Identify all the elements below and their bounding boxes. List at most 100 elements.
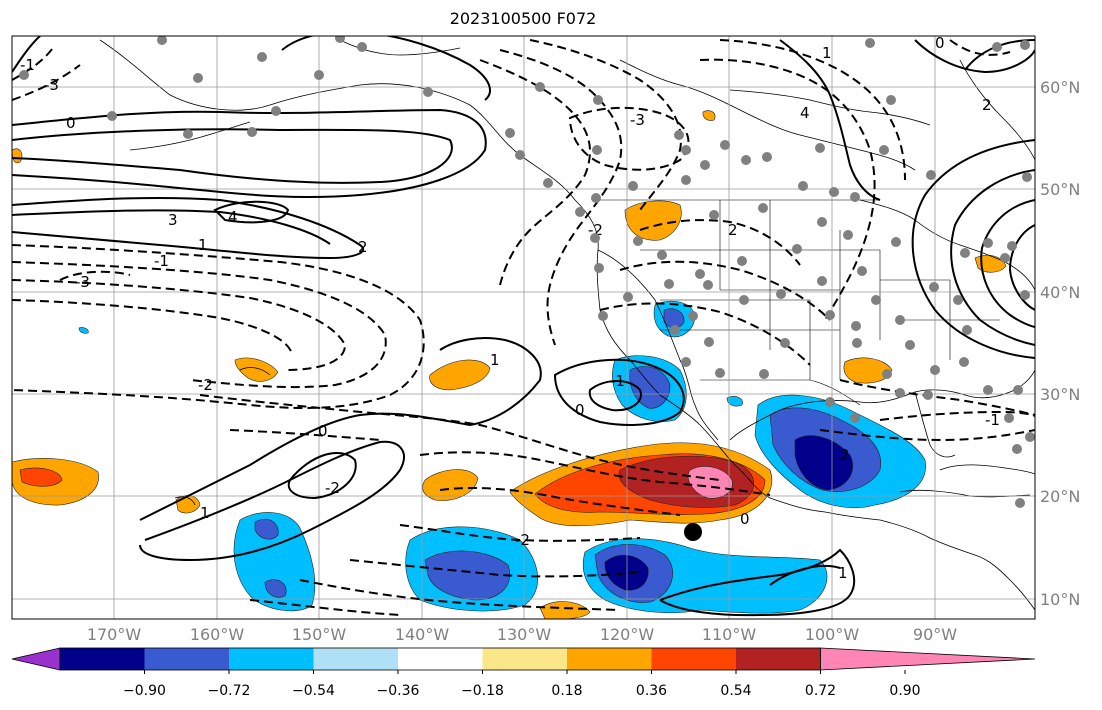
colorbar-tick-label: −0.36 [377,683,420,699]
longitude-label: 90°W [913,625,957,644]
contour-label: 1 [838,564,848,582]
station-dot [633,236,643,246]
station-dot [891,237,901,247]
shaded-fields [12,110,1007,619]
contour-label: 2 [840,446,850,464]
station-dot [1020,290,1030,300]
station-dot [992,42,1002,52]
contour-label: 0 [740,510,750,528]
station-dot [737,256,747,266]
station-dot [1000,253,1010,263]
station-dot [959,357,969,367]
station-dot [594,263,604,273]
colorbar-cell [482,648,568,670]
station-dot [681,357,691,367]
station-dot [983,385,993,395]
station-dot [157,36,167,45]
station-dot [19,70,29,80]
station-dot [895,315,905,325]
colorbar-tick-label: 0.90 [889,683,920,699]
latitude-label: 30°N [1040,385,1080,404]
latitude-label: 40°N [1040,283,1080,302]
contour-label: 2 [982,96,992,114]
station-dot [871,295,881,305]
station-dot [357,42,367,52]
colorbar-tick-label: 0.54 [720,683,751,699]
colorbar-tick-label: 0.72 [805,683,836,699]
colorbar-tick-label: 0.36 [636,683,667,699]
contour-label: 2 [728,221,738,239]
longitude-label: 110°W [702,625,757,644]
station-dot [741,155,751,165]
station-dot [817,276,827,286]
station-dot [704,337,714,347]
contour-label: 1 [822,44,832,62]
station-dot [905,340,915,350]
contour-label: -3 [630,111,645,129]
station-dot [930,365,940,375]
contour-label: 1 [490,351,500,369]
contour-label: 0 [66,114,76,132]
colorbar-tick-label: −0.54 [292,683,335,699]
station-dot [505,128,515,138]
station-dot [628,181,638,191]
station-dot [886,95,896,105]
longitude-label: 100°W [805,625,860,644]
station-dot [1007,241,1017,251]
station-dot [709,210,719,220]
station-dots [19,36,1035,508]
map-title: 2023100500 F072 [449,9,597,28]
longitude-label: 170°W [87,625,142,644]
latitude-label: 60°N [1040,78,1080,97]
station-dot [715,368,725,378]
station-dot [929,282,939,292]
station-dot [535,82,545,92]
station-dot [776,289,786,299]
contour-label: 0 [575,401,585,419]
storm-center-marker [684,523,702,541]
contour-label: -1 [20,56,35,74]
station-dot [183,129,193,139]
colorbar-tick-label: −0.18 [461,683,504,699]
station-dot [575,207,585,217]
latitude-axis: 60°N 50°N 40°N 30°N 20°N 10°N [1040,78,1080,609]
contour-label: -3 [44,76,59,94]
contours-positive [12,36,1035,617]
station-dot [825,310,835,320]
contour-label: 1 [198,236,208,254]
colorbar-cell [229,648,314,670]
latitude-label: 20°N [1040,487,1080,506]
colorbar-arrow-right [820,647,1036,671]
colorbar-cell [144,648,230,670]
colorbar-cell [313,648,399,670]
station-dot [543,178,553,188]
contour-label: -2 [515,531,530,549]
station-dot [926,170,936,180]
station-dot [1012,444,1022,454]
station-dot [879,145,889,155]
colorbar-cell [651,648,737,670]
station-dot [688,311,698,321]
station-dot [1015,498,1025,508]
station-dot [843,230,853,240]
contour-label: 3 [168,211,178,229]
colorbar-cell [60,648,145,670]
longitude-label: 140°W [395,625,450,644]
station-dot [851,321,861,331]
contour-label: 0 [935,34,945,52]
contour-label: -1 [610,372,625,390]
station-dot [780,338,790,348]
station-dot [423,87,433,97]
contour-label: 4 [800,104,810,122]
station-dot [758,203,768,213]
station-dot [591,193,601,203]
longitude-label: 120°W [600,625,655,644]
station-dot [850,192,860,202]
contour-label: -2 [198,376,213,394]
station-dot [739,295,749,305]
contour-label: -3 [75,273,90,291]
station-dot [850,413,860,423]
station-dot [314,70,324,80]
station-dot [983,238,993,248]
